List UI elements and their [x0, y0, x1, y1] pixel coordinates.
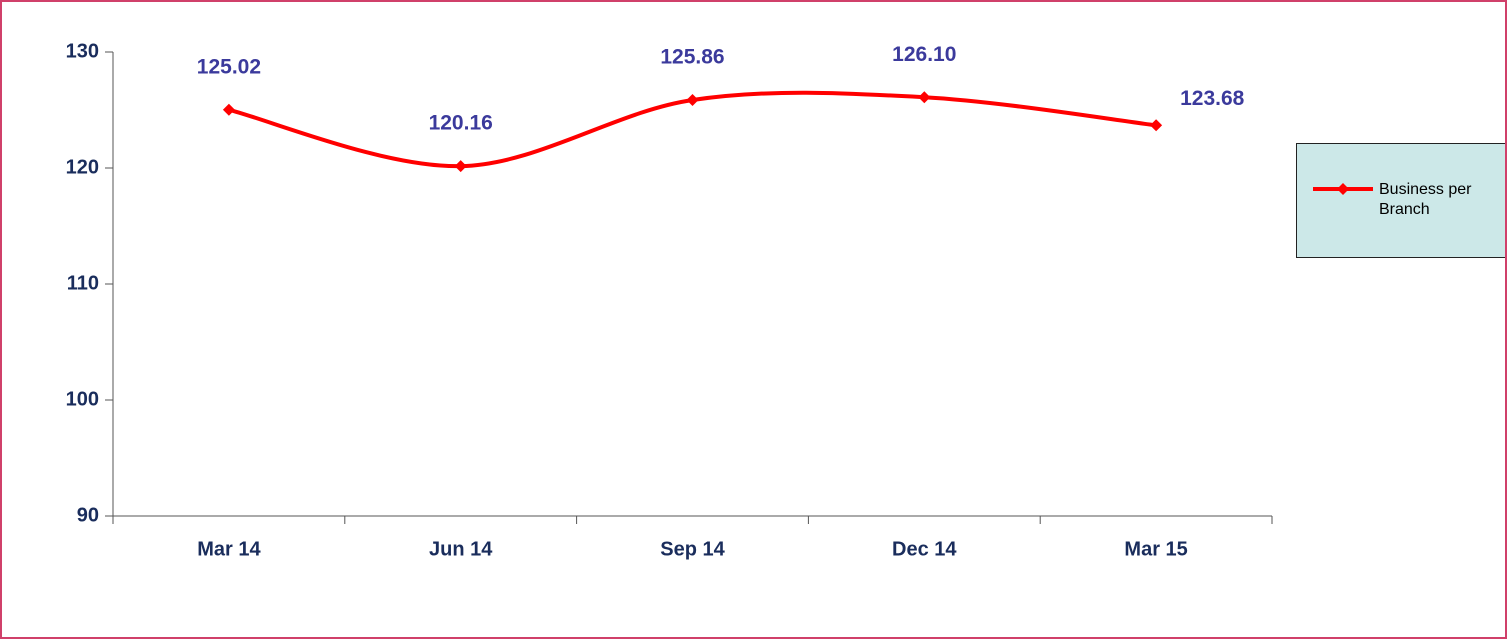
point-marker — [1150, 119, 1163, 132]
data-label: 125.86 — [660, 46, 724, 69]
y-tick-label: 90 — [77, 504, 99, 526]
data-label: 126.10 — [892, 43, 956, 66]
x-tick-label: Sep 14 — [660, 538, 725, 560]
point-marker — [454, 160, 467, 173]
y-tick-label: 120 — [66, 156, 99, 178]
y-tick-label: 100 — [66, 388, 99, 410]
data-label: 123.68 — [1180, 87, 1245, 110]
x-tick-label: Dec 14 — [892, 538, 957, 560]
x-tick-label: Mar 14 — [197, 538, 261, 560]
legend: Business per Branch — [1296, 143, 1505, 258]
legend-label: Business per Branch — [1379, 181, 1472, 218]
y-tick-label: 110 — [67, 272, 99, 294]
point-marker — [918, 91, 931, 104]
x-tick-label: Jun 14 — [429, 538, 493, 560]
data-label: 125.02 — [197, 55, 261, 78]
point-marker — [686, 94, 699, 107]
y-tick-label: 130 — [66, 40, 99, 62]
point-marker — [222, 103, 235, 116]
data-label: 120.16 — [429, 112, 493, 135]
legend-swatch — [1313, 183, 1373, 195]
legend-marker — [1337, 183, 1349, 195]
x-tick-label: Mar 15 — [1124, 538, 1187, 560]
